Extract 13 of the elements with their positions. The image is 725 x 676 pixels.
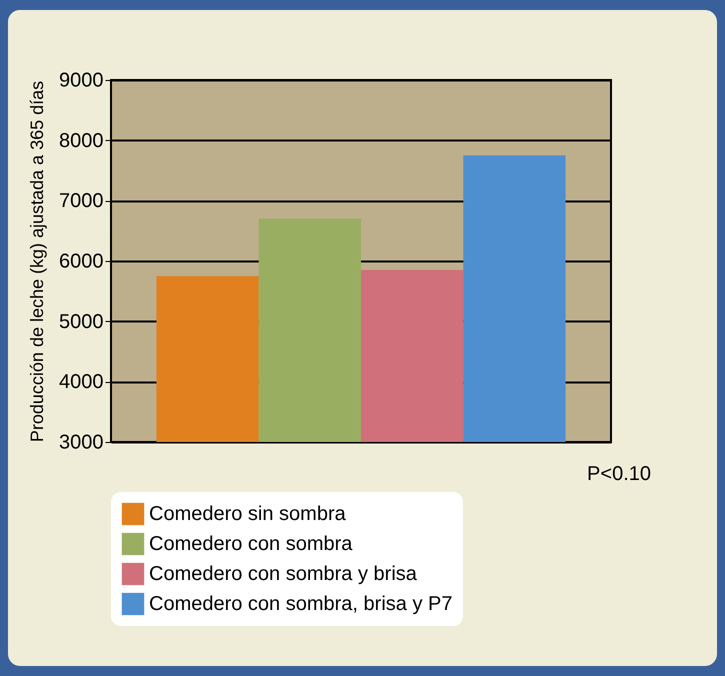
- y-tick-label: 7000: [59, 190, 104, 212]
- legend-label: Comedero con sombra y brisa: [149, 563, 418, 585]
- legend-label: Comedero con sombra: [149, 533, 354, 555]
- y-tick-label: 4000: [59, 371, 104, 394]
- y-tick-label: 5000: [59, 310, 104, 333]
- y-tick-label: 9000: [59, 70, 104, 92]
- text: P<0.10: [587, 463, 651, 485]
- y-tick-label: 6000: [59, 250, 104, 272]
- y-tick-label: 8000: [59, 130, 104, 152]
- y-tick-label: 3000: [59, 432, 104, 454]
- y-axis-title: Producción de leche (kg) ajustada a 365 días: [27, 80, 48, 442]
- legend-label: Comedero sin sombra: [149, 503, 347, 525]
- legend-label: Comedero con sombra, brisa y P7: [149, 593, 452, 615]
